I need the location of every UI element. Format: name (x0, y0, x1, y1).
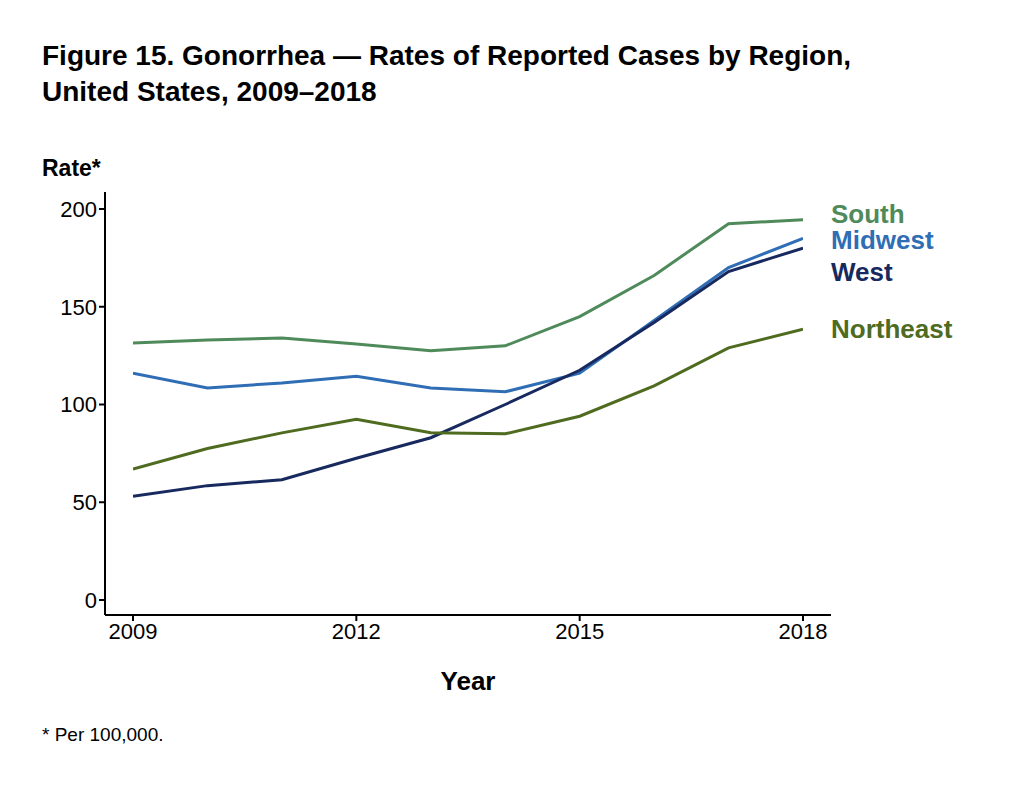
svg-text:50: 50 (73, 490, 97, 515)
svg-text:0: 0 (85, 588, 97, 613)
html-text:* Per 100,000.: * Per 100,000. (42, 724, 164, 745)
html-text:Rate*: Rate* (42, 155, 101, 181)
svg-text:West: West (831, 257, 893, 287)
svg-text:South: South (831, 199, 905, 229)
svg-text:100: 100 (60, 392, 97, 417)
svg-text:150: 150 (60, 295, 97, 320)
svg-text:Northeast: Northeast (831, 314, 953, 344)
html-text:Figure 15. Gonorrhea — Rates o: Figure 15. Gonorrhea — Rates of Reported… (42, 40, 852, 107)
svg-text:Midwest: Midwest (831, 225, 934, 255)
svg-text:2018: 2018 (779, 619, 828, 644)
svg-text:2015: 2015 (555, 619, 604, 644)
svg-text:2012: 2012 (332, 619, 381, 644)
svg-text:2009: 2009 (109, 619, 158, 644)
html-text:Year: Year (440, 666, 496, 696)
svg-text:200: 200 (60, 197, 97, 222)
